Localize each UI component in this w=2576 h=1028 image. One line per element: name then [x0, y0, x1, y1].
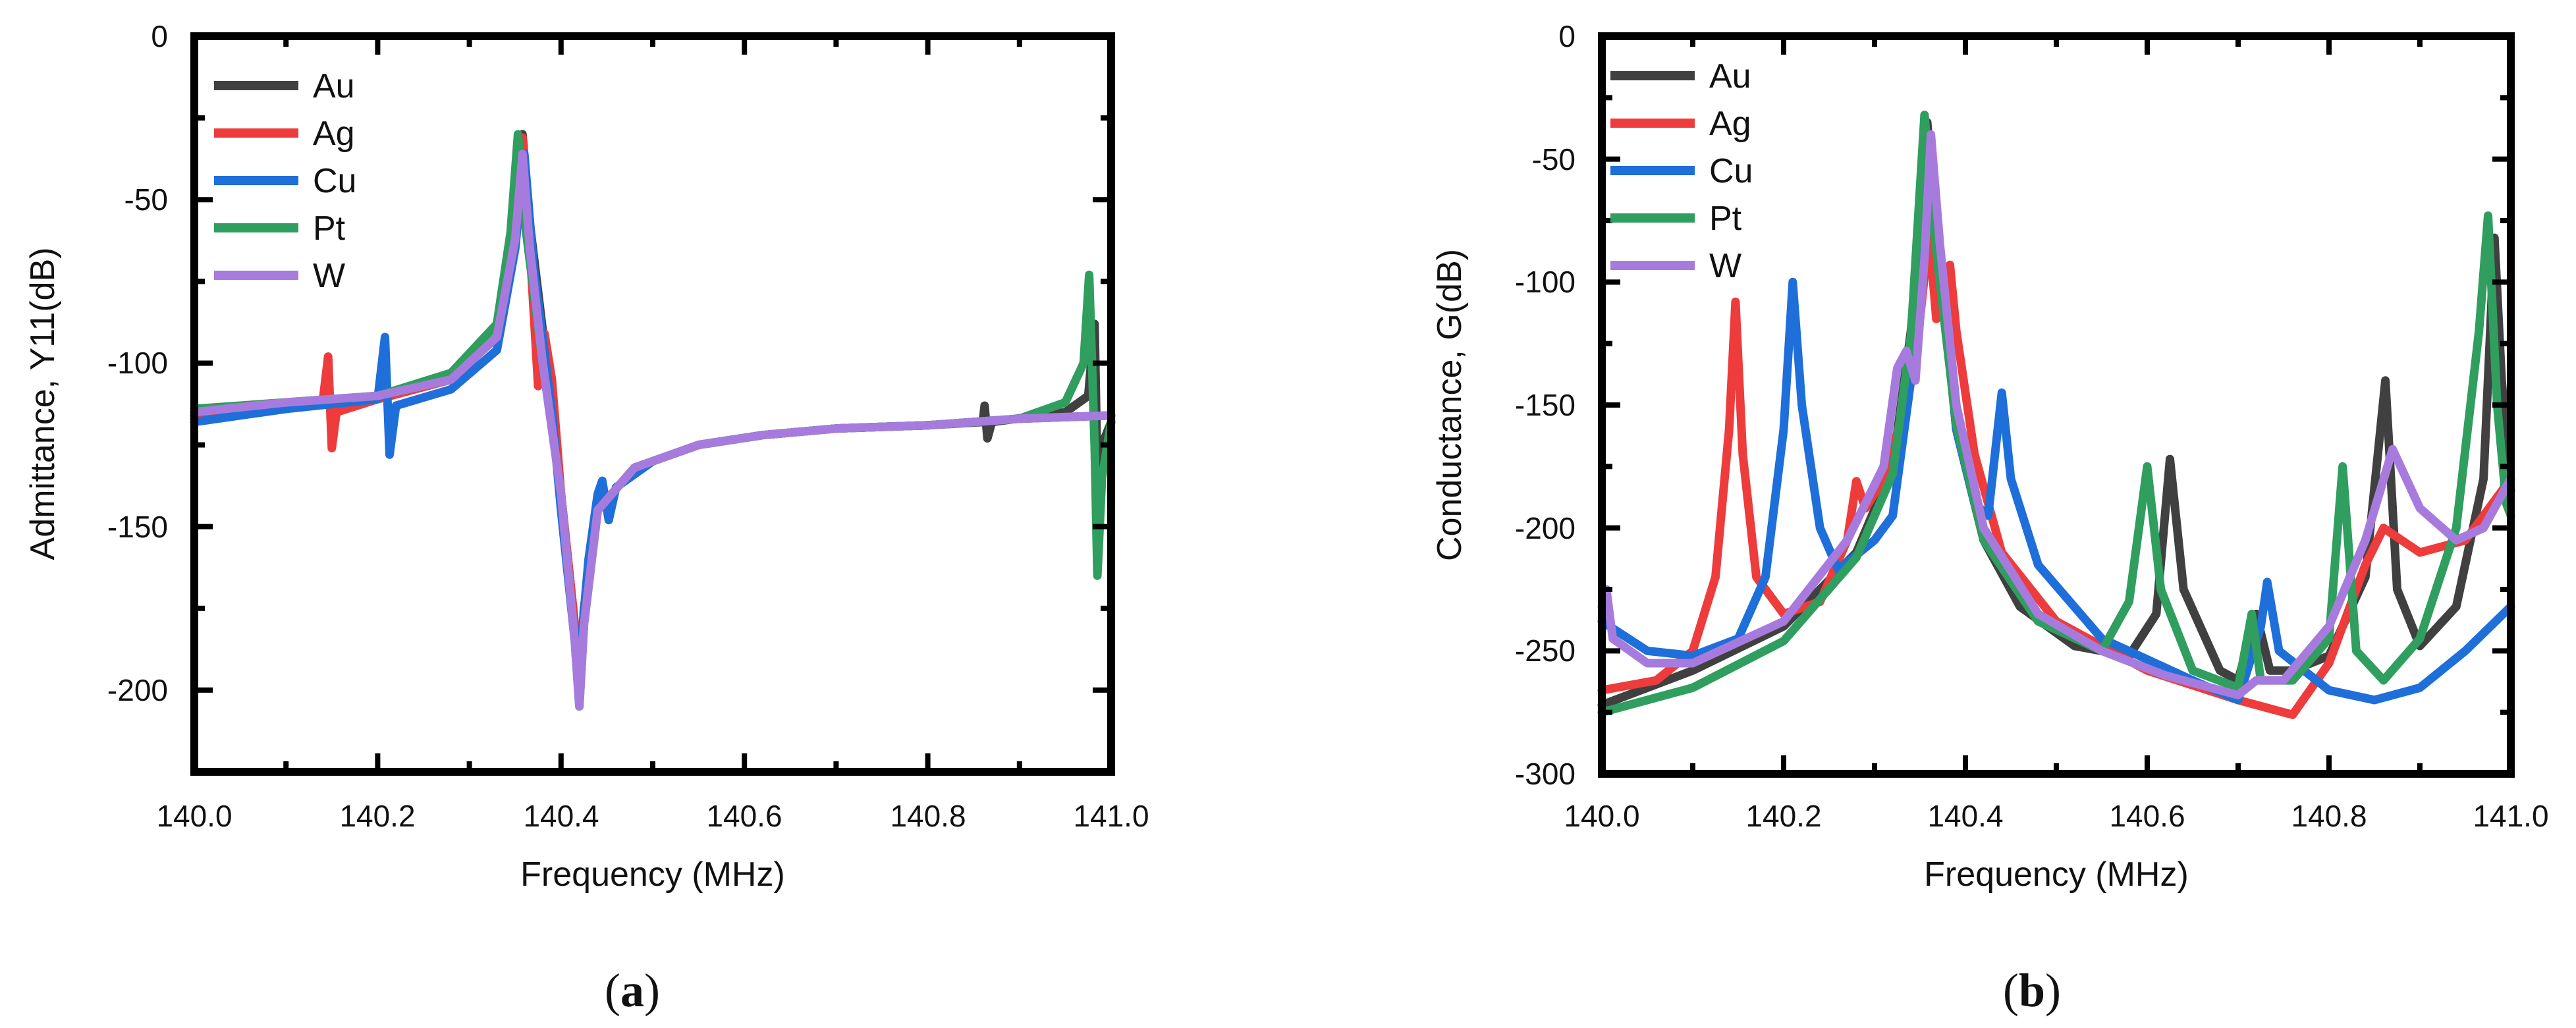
- y-tick-label: 0: [151, 19, 168, 53]
- legend-label-ag: Ag: [313, 115, 355, 153]
- x-tick-label: 140.6: [706, 799, 782, 833]
- x-tick-label: 141.0: [2473, 799, 2548, 833]
- legend-label-w: W: [313, 257, 345, 295]
- panel-a-y-tick-labels: 0 -50 -100 -150 -200: [107, 19, 168, 707]
- panel-b-chart: 140.0 140.2 140.4 140.6 140.8 141.0 0 -5…: [1431, 19, 2549, 1017]
- x-tick-label: 140.2: [1745, 799, 1821, 833]
- x-tick-label: 140.6: [2109, 799, 2185, 833]
- y-tick-label: -100: [107, 346, 168, 380]
- y-tick-label: -250: [1515, 634, 1576, 668]
- x-tick-label: 140.4: [1927, 799, 2003, 833]
- x-tick-label: 140.8: [890, 799, 966, 833]
- legend-label-au: Au: [313, 67, 355, 105]
- legend-label-cu: Cu: [313, 162, 356, 200]
- x-tick-label: 140.4: [523, 799, 599, 833]
- legend-label-cu: Cu: [1709, 152, 1753, 190]
- legend-label-ag: Ag: [1709, 105, 1751, 143]
- panel-b-x-tick-labels: 140.0 140.2 140.4 140.6 140.8 141.0: [1564, 799, 2548, 833]
- panel-a-legend: Au Ag Cu Pt W: [214, 67, 356, 295]
- y-tick-label: -300: [1515, 757, 1576, 791]
- panel-b-x-axis-title: Frequency (MHz): [1924, 855, 2189, 894]
- y-tick-label: -200: [107, 673, 168, 707]
- panel-b-legend: Au Ag Cu Pt W: [1610, 57, 1753, 285]
- panel-b-y-axis-title: Conductance, G(dB): [1431, 249, 1469, 561]
- y-tick-label: -100: [1515, 265, 1576, 299]
- legend-label-pt: Pt: [1709, 200, 1742, 238]
- panel-b-series-group: [1597, 111, 2515, 719]
- panel-b-y-tick-labels: 0 -50 -100 -150 -200 -250 -300: [1515, 19, 1576, 791]
- x-tick-label: 140.2: [339, 799, 415, 833]
- panel-a-y-axis-title: Admittance, Y11(dB): [24, 248, 62, 560]
- x-tick-label: 140.8: [2291, 799, 2367, 833]
- panel-a-x-tick-labels: 140.0 140.2 140.4 140.6 140.8 141.0: [156, 799, 1149, 833]
- panel-a-series-group: [190, 130, 1116, 711]
- panel-a-x-axis-title: Frequency (MHz): [520, 855, 785, 894]
- panel-a-label: (a): [605, 964, 660, 1017]
- x-tick-label: 141.0: [1073, 799, 1149, 833]
- panel-a-chart: 140.0 140.2 140.4 140.6 140.8 141.0 0 -5…: [24, 19, 1149, 1017]
- panel-b-label: (b): [2003, 964, 2061, 1017]
- y-tick-label: -150: [107, 510, 168, 544]
- y-tick-label: -50: [1532, 142, 1576, 176]
- y-tick-label: -50: [124, 182, 168, 217]
- y-tick-label: -150: [1515, 388, 1576, 422]
- panel-b-series-w: [1597, 130, 2515, 699]
- x-tick-label: 140.0: [156, 799, 232, 833]
- y-tick-label: -200: [1515, 511, 1576, 545]
- x-tick-label: 140.0: [1564, 799, 1639, 833]
- panel-b-plot-frame: [1598, 32, 2515, 778]
- panel-a-plot-frame: [190, 32, 1115, 776]
- legend-label-pt: Pt: [313, 209, 346, 248]
- legend-label-au: Au: [1709, 57, 1751, 95]
- legend-label-w: W: [1709, 247, 1741, 285]
- y-tick-label: 0: [1558, 19, 1576, 53]
- panel-b-series-pt: [1597, 111, 2515, 717]
- panel-a-series-w: [190, 149, 1116, 711]
